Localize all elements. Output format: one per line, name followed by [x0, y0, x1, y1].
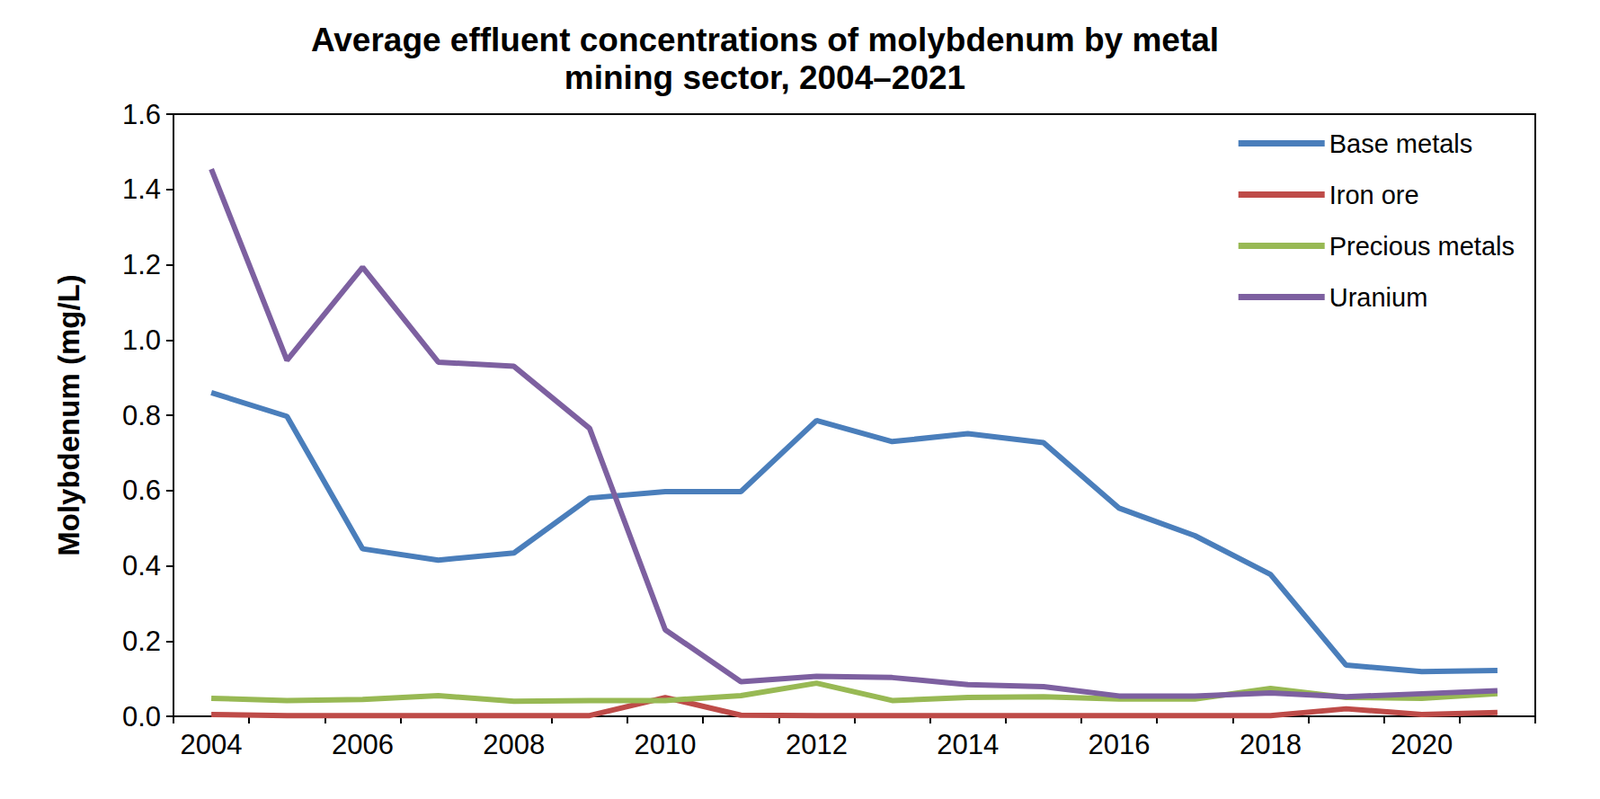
- svg-text:2008: 2008: [482, 728, 545, 761]
- svg-text:0.8: 0.8: [122, 400, 161, 432]
- svg-text:2006: 2006: [331, 728, 394, 761]
- svg-text:Base metals: Base metals: [1329, 129, 1474, 159]
- svg-text:2018: 2018: [1239, 728, 1302, 761]
- svg-text:Iron ore: Iron ore: [1329, 180, 1420, 210]
- svg-text:2020: 2020: [1390, 728, 1453, 761]
- svg-text:1.6: 1.6: [122, 98, 161, 131]
- svg-text:2012: 2012: [785, 728, 848, 761]
- svg-text:1.2: 1.2: [122, 248, 161, 281]
- svg-text:0.4: 0.4: [122, 550, 161, 582]
- svg-text:2010: 2010: [634, 728, 697, 761]
- svg-text:Uranium: Uranium: [1329, 283, 1429, 312]
- svg-text:0.6: 0.6: [122, 474, 161, 507]
- svg-text:1.0: 1.0: [122, 324, 161, 356]
- svg-text:Molybdenum (mg/L): Molybdenum (mg/L): [52, 274, 86, 556]
- svg-text:0.2: 0.2: [122, 625, 161, 658]
- svg-text:1.4: 1.4: [122, 173, 161, 205]
- svg-text:2014: 2014: [936, 728, 999, 761]
- svg-text:2004: 2004: [180, 728, 243, 761]
- svg-text:0.0: 0.0: [122, 701, 161, 733]
- svg-text:Precious metals: Precious metals: [1329, 231, 1515, 261]
- svg-text:Average effluent concentration: Average effluent concentrations of molyb…: [311, 21, 1219, 59]
- svg-text:mining sector, 2004–2021: mining sector, 2004–2021: [564, 59, 966, 97]
- svg-text:2016: 2016: [1088, 728, 1151, 761]
